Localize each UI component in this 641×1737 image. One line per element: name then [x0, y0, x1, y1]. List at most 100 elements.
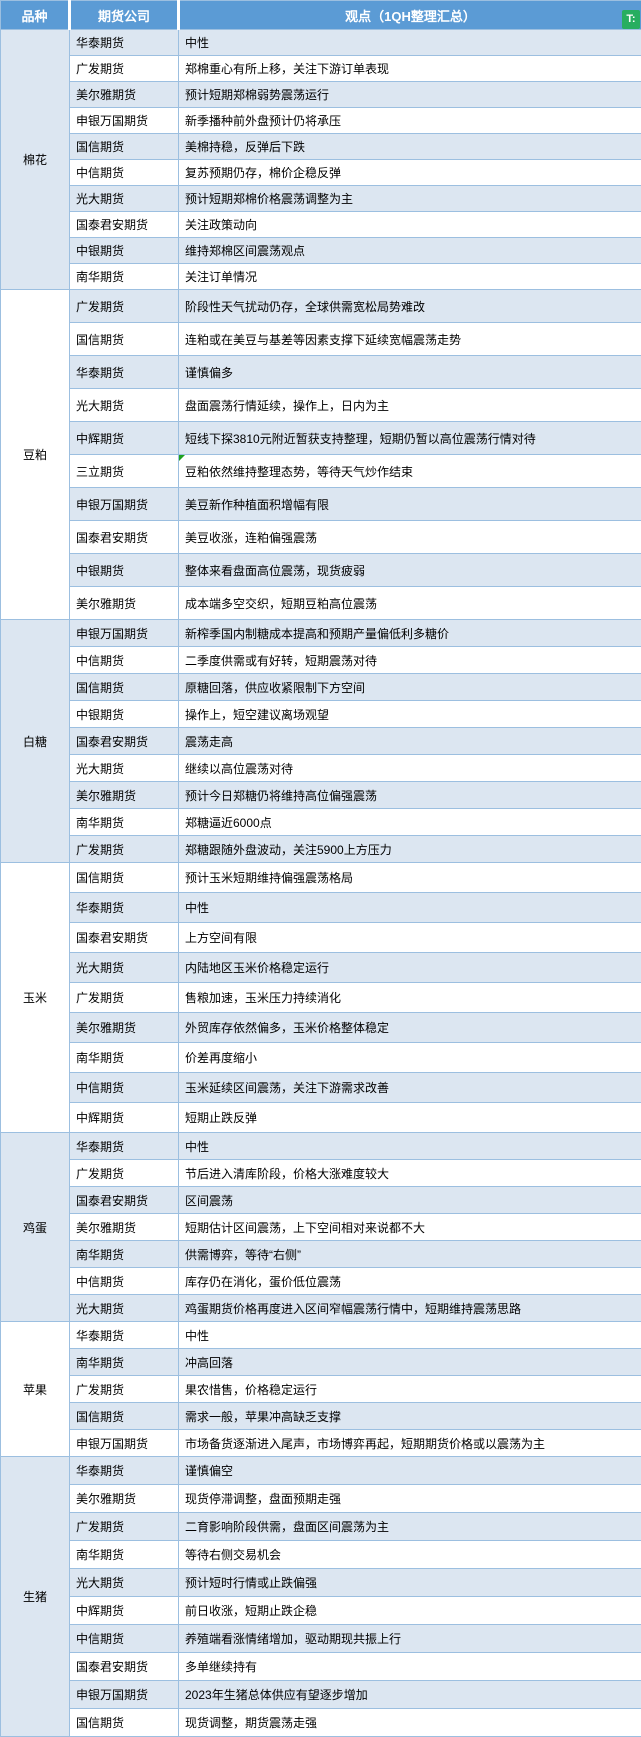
- company-cell[interactable]: 广发期货: [70, 1160, 179, 1187]
- view-cell[interactable]: 价差再度缩小: [179, 1043, 641, 1073]
- view-cell[interactable]: 关注订单情况: [179, 264, 641, 290]
- company-cell[interactable]: 中银期货: [70, 238, 179, 264]
- company-cell[interactable]: 中银期货: [70, 554, 179, 587]
- company-cell[interactable]: 广发期货: [70, 836, 179, 863]
- view-cell[interactable]: 关注政策动向: [179, 212, 641, 238]
- company-cell[interactable]: 美尔雅期货: [70, 587, 179, 620]
- company-cell[interactable]: 国信期货: [70, 1709, 179, 1737]
- view-cell[interactable]: 整体来看盘面高位震荡，现货疲弱: [179, 554, 641, 587]
- view-cell[interactable]: 谨慎偏多: [179, 356, 641, 389]
- company-cell[interactable]: 国泰君安期货: [70, 728, 179, 755]
- company-cell[interactable]: 中信期货: [70, 1268, 179, 1295]
- view-cell[interactable]: 中性: [179, 1322, 641, 1349]
- view-cell[interactable]: 二季度供需或有好转，短期震荡对待: [179, 647, 641, 674]
- company-cell[interactable]: 美尔雅期货: [70, 782, 179, 809]
- company-cell[interactable]: 美尔雅期货: [70, 1485, 179, 1513]
- view-cell[interactable]: 预计短期郑棉价格震荡调整为主: [179, 186, 641, 212]
- company-cell[interactable]: 南华期货: [70, 809, 179, 836]
- view-cell[interactable]: 上方空间有限: [179, 923, 641, 953]
- company-cell[interactable]: 国泰君安期货: [70, 1187, 179, 1214]
- view-cell[interactable]: 外贸库存依然偏多，玉米价格整体稳定: [179, 1013, 641, 1043]
- company-cell[interactable]: 国泰君安期货: [70, 923, 179, 953]
- company-cell[interactable]: 申银万国期货: [70, 1681, 179, 1709]
- view-cell[interactable]: 短线下探3810元附近暂获支持整理，短期仍暂以高位震荡行情对待: [179, 422, 641, 455]
- company-cell[interactable]: 申银万国期货: [70, 488, 179, 521]
- company-cell[interactable]: 南华期货: [70, 264, 179, 290]
- view-cell[interactable]: 阶段性天气扰动仍存，全球供需宽松局势难改: [179, 290, 641, 323]
- company-cell[interactable]: 光大期货: [70, 1569, 179, 1597]
- view-cell[interactable]: 美棉持稳，反弹后下跌: [179, 134, 641, 160]
- company-cell[interactable]: 光大期货: [70, 186, 179, 212]
- company-cell[interactable]: 南华期货: [70, 1241, 179, 1268]
- company-cell[interactable]: 南华期货: [70, 1541, 179, 1569]
- company-cell[interactable]: 申银万国期货: [70, 108, 179, 134]
- header-cell-view[interactable]: 观点（1QH整理汇总）: [179, 1, 641, 30]
- company-cell[interactable]: 中信期货: [70, 647, 179, 674]
- company-cell[interactable]: 美尔雅期货: [70, 1214, 179, 1241]
- company-cell[interactable]: 华泰期货: [70, 1133, 179, 1160]
- view-cell[interactable]: 预计今日郑糖仍将维持高位偏强震荡: [179, 782, 641, 809]
- view-cell[interactable]: 豆粕依然维持整理态势，等待天气炒作结束: [179, 455, 641, 488]
- company-cell[interactable]: 中辉期货: [70, 1597, 179, 1625]
- company-cell[interactable]: 国信期货: [70, 863, 179, 893]
- view-cell[interactable]: 库存仍在消化，蛋价低位震荡: [179, 1268, 641, 1295]
- company-cell[interactable]: 广发期货: [70, 1513, 179, 1541]
- view-cell[interactable]: 售粮加速，玉米压力持续消化: [179, 983, 641, 1013]
- header-cell-variety[interactable]: 品种: [1, 1, 70, 30]
- company-cell[interactable]: 南华期货: [70, 1043, 179, 1073]
- view-cell[interactable]: 前日收涨，短期止跌企稳: [179, 1597, 641, 1625]
- view-cell[interactable]: 鸡蛋期货价格再度进入区间窄幅震荡行情中，短期维持震荡思路: [179, 1295, 641, 1322]
- view-cell[interactable]: 内陆地区玉米价格稳定运行: [179, 953, 641, 983]
- view-cell[interactable]: 美豆收涨，连粕偏强震荡: [179, 521, 641, 554]
- company-cell[interactable]: 广发期货: [70, 983, 179, 1013]
- company-cell[interactable]: 美尔雅期货: [70, 82, 179, 108]
- company-cell[interactable]: 光大期货: [70, 953, 179, 983]
- view-cell[interactable]: 预计短期郑棉弱势震荡运行: [179, 82, 641, 108]
- company-cell[interactable]: 国信期货: [70, 134, 179, 160]
- company-cell[interactable]: 南华期货: [70, 1349, 179, 1376]
- view-cell[interactable]: 养殖端看涨情绪增加，驱动期现共振上行: [179, 1625, 641, 1653]
- company-cell[interactable]: 申银万国期货: [70, 1430, 179, 1457]
- view-cell[interactable]: 成本端多空交织，短期豆粕高位震荡: [179, 587, 641, 620]
- view-cell[interactable]: 区间震荡: [179, 1187, 641, 1214]
- variety-cell[interactable]: 玉米: [1, 863, 70, 1133]
- view-cell[interactable]: 原糖回落，供应收紧限制下方空间: [179, 674, 641, 701]
- view-cell[interactable]: 多单继续持有: [179, 1653, 641, 1681]
- company-cell[interactable]: 国泰君安期货: [70, 212, 179, 238]
- company-cell[interactable]: 广发期货: [70, 56, 179, 82]
- company-cell[interactable]: 光大期货: [70, 389, 179, 422]
- company-cell[interactable]: 广发期货: [70, 290, 179, 323]
- view-cell[interactable]: 谨慎偏空: [179, 1457, 641, 1485]
- company-cell[interactable]: 三立期货: [70, 455, 179, 488]
- company-cell[interactable]: 广发期货: [70, 1376, 179, 1403]
- company-cell[interactable]: 国泰君安期货: [70, 521, 179, 554]
- company-cell[interactable]: 国泰君安期货: [70, 1653, 179, 1681]
- company-cell[interactable]: 华泰期货: [70, 893, 179, 923]
- view-cell[interactable]: 连粕或在美豆与基差等因素支撑下延续宽幅震荡走势: [179, 323, 641, 356]
- view-cell[interactable]: 新季播种前外盘预计仍将承压: [179, 108, 641, 134]
- company-cell[interactable]: 华泰期货: [70, 356, 179, 389]
- view-cell[interactable]: 中性: [179, 893, 641, 923]
- view-cell[interactable]: 盘面震荡行情延续，操作上，日内为主: [179, 389, 641, 422]
- company-cell[interactable]: 光大期货: [70, 1295, 179, 1322]
- variety-cell[interactable]: 棉花: [1, 30, 70, 290]
- company-cell[interactable]: 中信期货: [70, 1073, 179, 1103]
- view-cell[interactable]: 预计短时行情或止跌偏强: [179, 1569, 641, 1597]
- company-cell[interactable]: 中辉期货: [70, 1103, 179, 1133]
- variety-cell[interactable]: 鸡蛋: [1, 1133, 70, 1322]
- view-cell[interactable]: 操作上，短空建议离场观望: [179, 701, 641, 728]
- view-cell[interactable]: 继续以高位震荡对待: [179, 755, 641, 782]
- company-cell[interactable]: 光大期货: [70, 755, 179, 782]
- view-cell[interactable]: 果农惜售，价格稳定运行: [179, 1376, 641, 1403]
- view-cell[interactable]: 二育影响阶段供需，盘面区间震荡为主: [179, 1513, 641, 1541]
- view-cell[interactable]: 2023年生猪总体供应有望逐步增加: [179, 1681, 641, 1709]
- view-cell[interactable]: 需求一般，苹果冲高缺乏支撑: [179, 1403, 641, 1430]
- view-cell[interactable]: 短期估计区间震荡，上下空间相对来说都不大: [179, 1214, 641, 1241]
- view-cell[interactable]: 玉米延续区间震荡，关注下游需求改善: [179, 1073, 641, 1103]
- company-cell[interactable]: 国信期货: [70, 674, 179, 701]
- company-cell[interactable]: 国信期货: [70, 1403, 179, 1430]
- company-cell[interactable]: 中辉期货: [70, 422, 179, 455]
- company-cell[interactable]: 美尔雅期货: [70, 1013, 179, 1043]
- company-cell[interactable]: 中信期货: [70, 160, 179, 186]
- company-cell[interactable]: 华泰期货: [70, 30, 179, 56]
